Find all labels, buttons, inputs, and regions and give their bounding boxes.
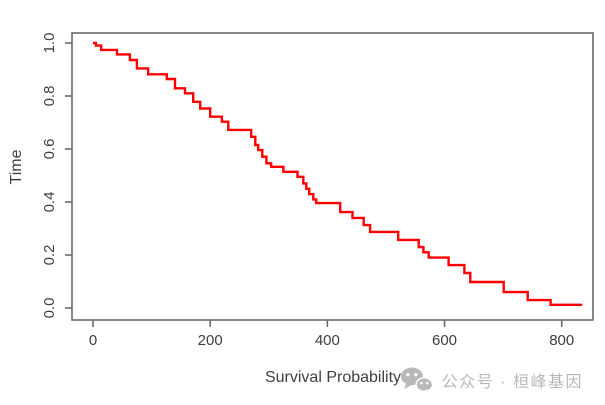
y-tick-label: 0.6 <box>41 139 58 160</box>
axis-ticks: 0 200 400 600 800 0.0 0.2 0.4 0.6 0.8 1.0 <box>41 33 574 349</box>
y-tick-label: 0.0 <box>41 298 58 319</box>
y-tick-label: 1.0 <box>41 33 58 54</box>
x-tick-label: 600 <box>432 332 457 349</box>
x-tick-label: 800 <box>549 332 574 349</box>
watermark: 公众号 · 桓峰基因 <box>400 364 583 396</box>
x-tick-label: 0 <box>89 332 97 349</box>
y-tick-label: 0.8 <box>41 86 58 107</box>
wechat-icon <box>400 367 433 394</box>
x-axis-label: Survival Probability <box>265 369 401 386</box>
survival-step-curve <box>93 41 583 306</box>
y-tick-label: 0.4 <box>41 192 58 213</box>
y-axis-label: Time <box>8 149 25 184</box>
plot-box <box>71 32 594 321</box>
y-tick-label: 0.2 <box>41 245 58 266</box>
x-tick-label: 400 <box>315 332 340 349</box>
x-tick-label: 200 <box>198 332 223 349</box>
watermark-text: 公众号 · 桓峰基因 <box>441 374 583 391</box>
survival-curve-layer <box>93 41 583 306</box>
